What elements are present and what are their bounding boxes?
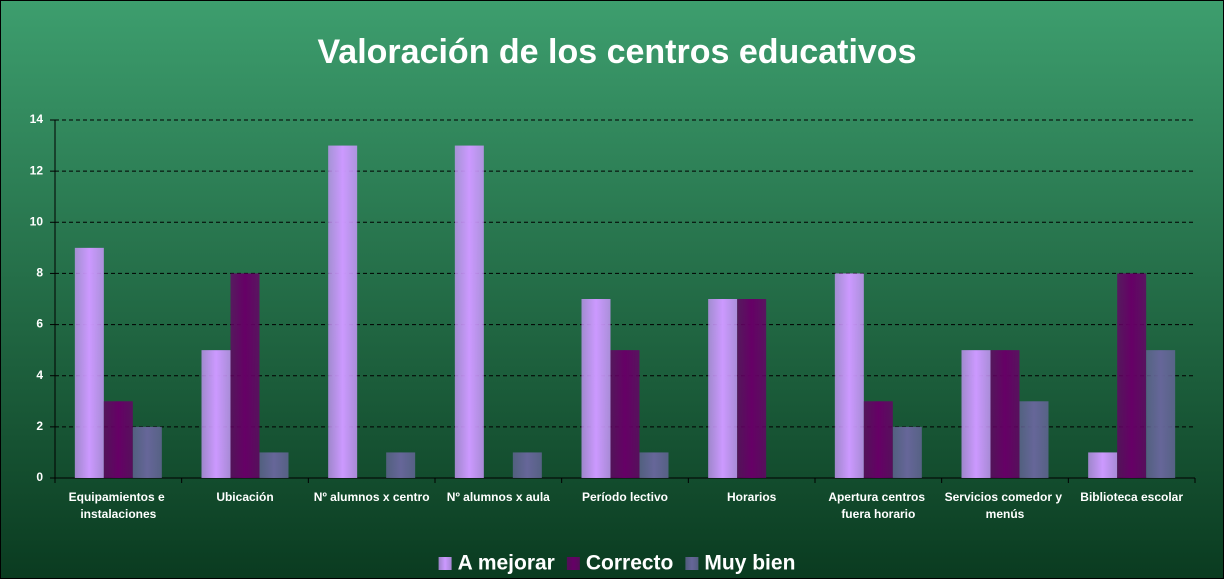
bar (708, 299, 738, 478)
bar (892, 426, 922, 478)
legend-label: Correcto (586, 552, 674, 575)
x-tick-label: Apertura centros fuera horario (828, 490, 928, 521)
legend-swatch (685, 557, 699, 570)
x-tick-label: Biblioteca escolar (1080, 490, 1183, 504)
bar (103, 401, 133, 478)
bar (639, 452, 669, 478)
x-tick-label: Ubicación (216, 490, 273, 504)
legend-swatch (566, 557, 580, 570)
bar (230, 273, 260, 478)
bar (1088, 452, 1118, 478)
legend-label: Muy bien (704, 552, 795, 575)
x-tick-label: Nº alumnos x centro (314, 490, 430, 504)
legend-swatch (438, 557, 452, 570)
y-tick-label: 10 (30, 214, 44, 228)
bar (737, 299, 767, 478)
bar (961, 350, 991, 478)
bar (512, 452, 542, 478)
legend-label: A mejorar (458, 552, 555, 575)
bar (581, 299, 611, 478)
bar (863, 401, 893, 478)
bar (201, 350, 231, 478)
x-tick-label: Período lectivo (582, 490, 668, 504)
x-tick-label: Nº alumnos x aula (447, 490, 550, 504)
y-tick-label: 6 (36, 317, 43, 331)
chart-title: Valoración de los centros educativos (318, 33, 917, 71)
y-tick-label: 2 (36, 419, 43, 433)
y-tick-label: 12 (30, 163, 44, 177)
x-tick-label: Equipamientos e instalaciones (69, 490, 168, 521)
bar (132, 426, 162, 478)
bar (259, 452, 289, 478)
x-tick-label: Servicios comedor y menús (945, 490, 1066, 521)
y-tick-label: 4 (36, 368, 43, 382)
y-tick-label: 0 (36, 470, 43, 484)
y-tick-label: 14 (30, 112, 44, 126)
bar (1019, 401, 1049, 478)
bar (610, 350, 640, 478)
bar (328, 145, 358, 479)
bar (454, 145, 484, 479)
bar (74, 247, 104, 478)
x-tick-label: Horarios (727, 490, 777, 504)
bar (1117, 273, 1147, 478)
bar (1146, 350, 1176, 478)
bar (834, 273, 864, 478)
y-tick-label: 8 (36, 266, 43, 280)
bar (386, 452, 416, 478)
bar (990, 350, 1020, 478)
